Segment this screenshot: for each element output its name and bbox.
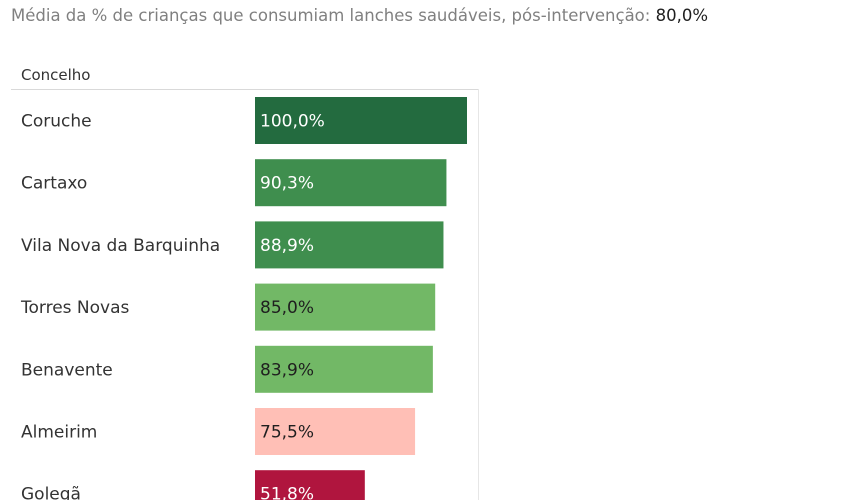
bar-value-label: 88,9% bbox=[260, 236, 314, 256]
bar[interactable] bbox=[255, 283, 436, 331]
header-divider bbox=[11, 89, 479, 90]
row-label: Coruche bbox=[21, 112, 92, 132]
bar[interactable] bbox=[255, 470, 365, 500]
row-label: Benavente bbox=[21, 360, 113, 380]
chart-title-value: 80,0% bbox=[655, 6, 709, 25]
row-label: Golegã bbox=[21, 485, 81, 500]
chart-title-text: Média da % de crianças que consumiam lan… bbox=[11, 6, 656, 25]
bar[interactable] bbox=[255, 408, 416, 455]
column-header-concelho: Concelho bbox=[21, 66, 91, 84]
bar[interactable] bbox=[255, 97, 467, 144]
chart-title: Média da % de crianças que consumiam lan… bbox=[11, 6, 708, 25]
bar[interactable] bbox=[255, 345, 433, 393]
bar-value-label: 51,8% bbox=[260, 485, 314, 500]
row-label: Vila Nova da Barquinha bbox=[21, 236, 220, 256]
bar-value-label: 90,3% bbox=[260, 174, 314, 194]
pane-border bbox=[478, 89, 479, 500]
bar-value-label: 75,5% bbox=[260, 423, 314, 443]
bar[interactable] bbox=[255, 159, 447, 207]
bar-value-label: 100,0% bbox=[260, 112, 325, 132]
row-label: Torres Novas bbox=[20, 298, 130, 318]
bar-value-label: 85,0% bbox=[260, 298, 314, 318]
row-label: Almeirim bbox=[21, 423, 97, 443]
bar-value-label: 83,9% bbox=[260, 360, 314, 380]
row-label: Cartaxo bbox=[21, 174, 87, 194]
bar[interactable] bbox=[255, 221, 444, 269]
